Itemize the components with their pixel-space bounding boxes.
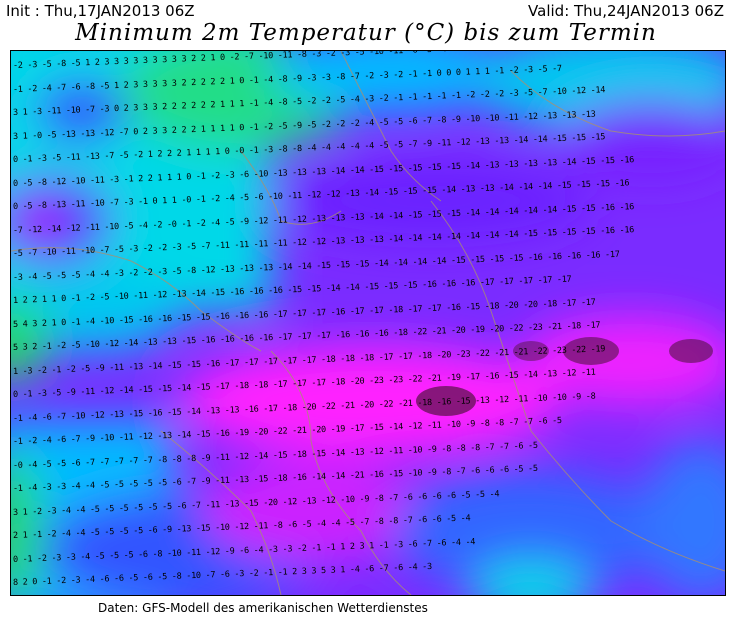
- valid-time: Valid: Thu,24JAN2013 06Z: [528, 2, 724, 20]
- temperature-field: [11, 51, 725, 595]
- extreme-cold-cores: [416, 337, 713, 416]
- value-row: 8 2 0 -1 -2 -3 -4 -6 -6 -5 -6 -5 -8 -10 …: [12, 561, 433, 588]
- map-title: Minimum 2m Temperatur (°C) bis zum Termi…: [75, 20, 657, 46]
- borders-and-coastlines: [11, 51, 725, 595]
- data-source-credit: Daten: GFS-Modell des amerikanischen Wet…: [98, 601, 428, 615]
- init-time: Init : Thu,17JAN2013 06Z: [6, 2, 195, 20]
- temperature-map: -2 -3 -5 -8 -5 1 2 3 3 3 3 3 3 3 3 3 2 2…: [10, 50, 726, 596]
- value-row: 3 1 -2 -3 -4 -4 -5 -5 -5 -5 -5 -5 -6 -7 …: [12, 488, 500, 518]
- value-row: 2 1 -1 -2 -4 -4 -5 -5 -5 -5 -6 -9 -13 -1…: [12, 513, 471, 541]
- temperature-value-grid: -2 -3 -5 -8 -5 1 2 3 3 3 3 3 3 3 3 3 2 2…: [11, 51, 725, 595]
- value-row: 0 -1 -2 -3 -3 -4 -5 -5 -5 -6 -8 -10 -11 …: [12, 536, 476, 565]
- value-row: -1 -4 -3 -3 -4 -4 -5 -5 -5 -5 -5 -6 -7 -…: [12, 463, 538, 494]
